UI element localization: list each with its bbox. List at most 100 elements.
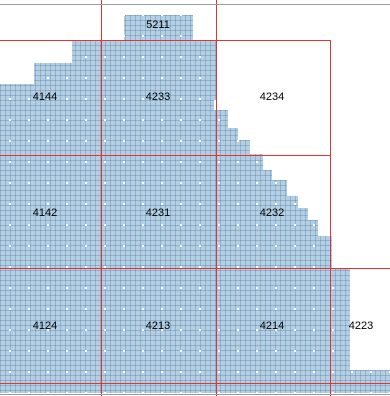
- sheet-label-4223: 4223: [349, 320, 373, 332]
- grid-dot: [9, 98, 11, 100]
- grid-dot: [332, 140, 334, 142]
- grid-dot: [218, 287, 220, 289]
- grid-dot: [218, 56, 220, 58]
- grid-dot: [256, 245, 258, 247]
- grid-dot: [218, 392, 220, 393]
- grid-dot: [104, 329, 106, 331]
- grid-dot: [85, 350, 87, 352]
- grid-dot: [351, 224, 353, 226]
- grid-dot: [294, 161, 296, 163]
- grid-dot: [66, 350, 68, 352]
- grid-dot: [85, 140, 87, 142]
- grid-dot: [199, 15, 201, 16]
- grid-dot: [218, 203, 220, 205]
- grid-dot: [142, 140, 144, 142]
- sheet-label-5211: 5211: [146, 19, 170, 31]
- grid-dot: [142, 35, 144, 37]
- grid-dot: [66, 245, 68, 247]
- grid-dot: [370, 224, 372, 226]
- grid-dot: [123, 140, 125, 142]
- grid-dot: [161, 15, 163, 16]
- grid-dot: [370, 287, 372, 289]
- grid-dot: [332, 15, 334, 16]
- grid-dot: [161, 161, 163, 163]
- grid-dot: [47, 350, 49, 352]
- grid-dot: [199, 350, 201, 352]
- grid-dot: [370, 140, 372, 142]
- grid-dot: [218, 371, 220, 373]
- grid-dot: [47, 371, 49, 373]
- grid-dot: [85, 224, 87, 226]
- grid-dot: [351, 308, 353, 310]
- grid-dot: [104, 350, 106, 352]
- sheet-label-4231: 4231: [146, 207, 170, 219]
- grid-dot: [66, 56, 68, 58]
- grid-dot: [47, 15, 49, 16]
- grid-dot: [199, 140, 201, 142]
- grid-dot: [47, 392, 49, 393]
- grid-dot: [142, 161, 144, 163]
- grid-dot: [9, 182, 11, 184]
- grid-dot: [256, 287, 258, 289]
- grid-dot: [180, 224, 182, 226]
- grid-dot: [161, 350, 163, 352]
- grid-dot: [104, 15, 106, 16]
- grid-dot: [294, 371, 296, 373]
- grid-dot: [142, 224, 144, 226]
- grid-dot: [313, 77, 315, 79]
- grid-dot: [161, 35, 163, 37]
- grid-dot: [28, 329, 30, 331]
- grid-dot: [332, 98, 334, 100]
- grid-dot: [85, 392, 87, 393]
- grid-dot: [370, 15, 372, 16]
- grid-dot: [104, 266, 106, 268]
- grid-dot: [123, 224, 125, 226]
- grid-dot: [85, 287, 87, 289]
- grid-dot: [313, 119, 315, 121]
- sheet-label-4214: 4214: [260, 320, 284, 332]
- grid-dot: [332, 329, 334, 331]
- grid-dot: [161, 140, 163, 142]
- grid-dot: [161, 266, 163, 268]
- grid-dot: [28, 140, 30, 142]
- grid-dot: [332, 371, 334, 373]
- grid-dot: [237, 245, 239, 247]
- grid-dot: [237, 98, 239, 100]
- grid-dot: [256, 392, 258, 393]
- grid-dot: [256, 371, 258, 373]
- grid-dot: [275, 77, 277, 79]
- grid-dot: [237, 287, 239, 289]
- grid-dot: [180, 161, 182, 163]
- grid-dot: [104, 182, 106, 184]
- grid-dot: [256, 266, 258, 268]
- grid-dot: [256, 35, 258, 37]
- grid-dot: [199, 245, 201, 247]
- grid-dot: [123, 56, 125, 58]
- grid-dot: [218, 182, 220, 184]
- grid-dot: [237, 392, 239, 393]
- grid-dot: [351, 56, 353, 58]
- grid-dot: [104, 56, 106, 58]
- grid-dot: [104, 98, 106, 100]
- grid-dot: [142, 308, 144, 310]
- grid-dot: [275, 140, 277, 142]
- grid-dot: [123, 35, 125, 37]
- grid-dot: [28, 182, 30, 184]
- grid-dot: [351, 15, 353, 16]
- grid-dot: [9, 119, 11, 121]
- grid-dot: [294, 287, 296, 289]
- grid-dot: [47, 140, 49, 142]
- grid-dot: [313, 392, 315, 393]
- grid-dot: [28, 77, 30, 79]
- grid-dot: [28, 203, 30, 205]
- grid-dot: [180, 245, 182, 247]
- grid-dot: [123, 371, 125, 373]
- grid-dot: [313, 224, 315, 226]
- grid-dot: [85, 245, 87, 247]
- grid-dot: [294, 182, 296, 184]
- grid-dot: [294, 98, 296, 100]
- grid-dot: [199, 371, 201, 373]
- grid-dot: [9, 350, 11, 352]
